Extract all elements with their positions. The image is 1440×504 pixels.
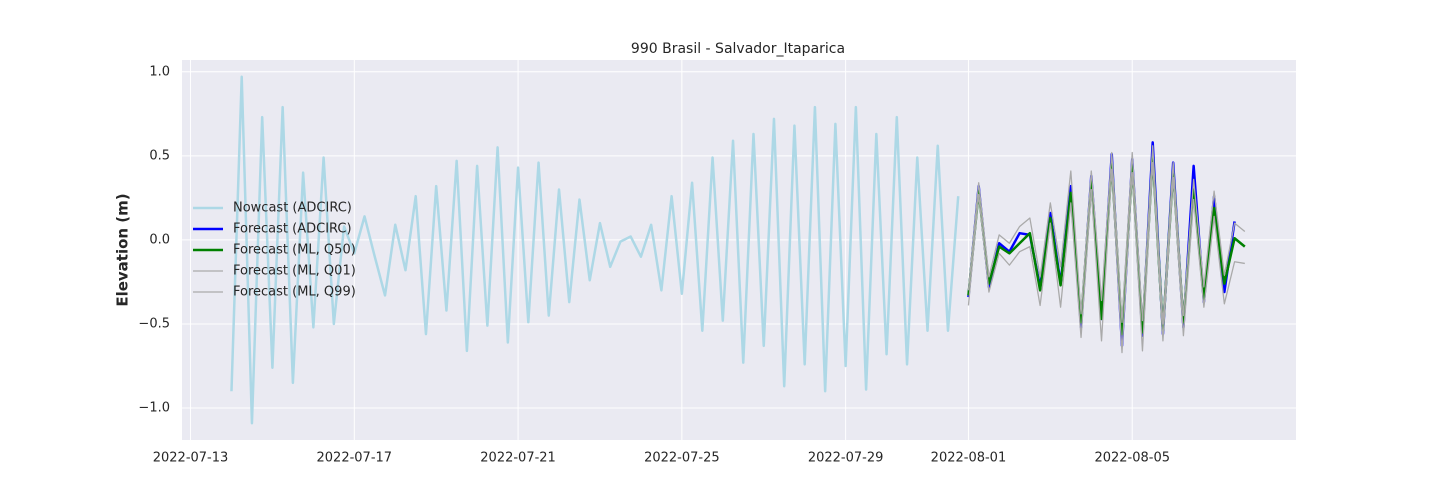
x-tick-label: 2022-07-17 — [317, 451, 393, 466]
y-tick-label: −1.0 — [138, 401, 170, 416]
y-tick-label: 0.0 — [149, 232, 170, 247]
series-line — [967, 145, 1246, 325]
y-tick-label: 1.0 — [149, 64, 170, 79]
series-line — [967, 161, 1245, 354]
x-tick-label: 2022-07-21 — [480, 451, 556, 466]
chart-title: 990 Brasil - Salvador_Itaparica — [631, 41, 845, 57]
legend-label: Forecast (ML, Q01) — [233, 264, 356, 279]
x-tick-label: 2022-07-25 — [644, 451, 720, 466]
x-tick-label: 2022-08-05 — [1094, 451, 1170, 466]
y-axis-label: Elevation (m) — [114, 193, 132, 306]
series-line — [230, 75, 960, 425]
series-line — [967, 154, 1246, 336]
x-tick-label: 2022-07-13 — [153, 451, 229, 466]
legend-label: Forecast (ADCIRC) — [233, 222, 352, 237]
legend-label: Forecast (ML, Q50) — [233, 243, 356, 258]
x-tick-label: 2022-08-01 — [931, 451, 1007, 466]
x-tick-label: 2022-07-29 — [808, 451, 884, 466]
y-tick-label: 0.5 — [149, 148, 170, 163]
y-tick-label: −0.5 — [138, 316, 170, 331]
legend-label: Nowcast (ADCIRC) — [233, 201, 352, 216]
legend-label: Forecast (ML, Q99) — [233, 285, 356, 300]
